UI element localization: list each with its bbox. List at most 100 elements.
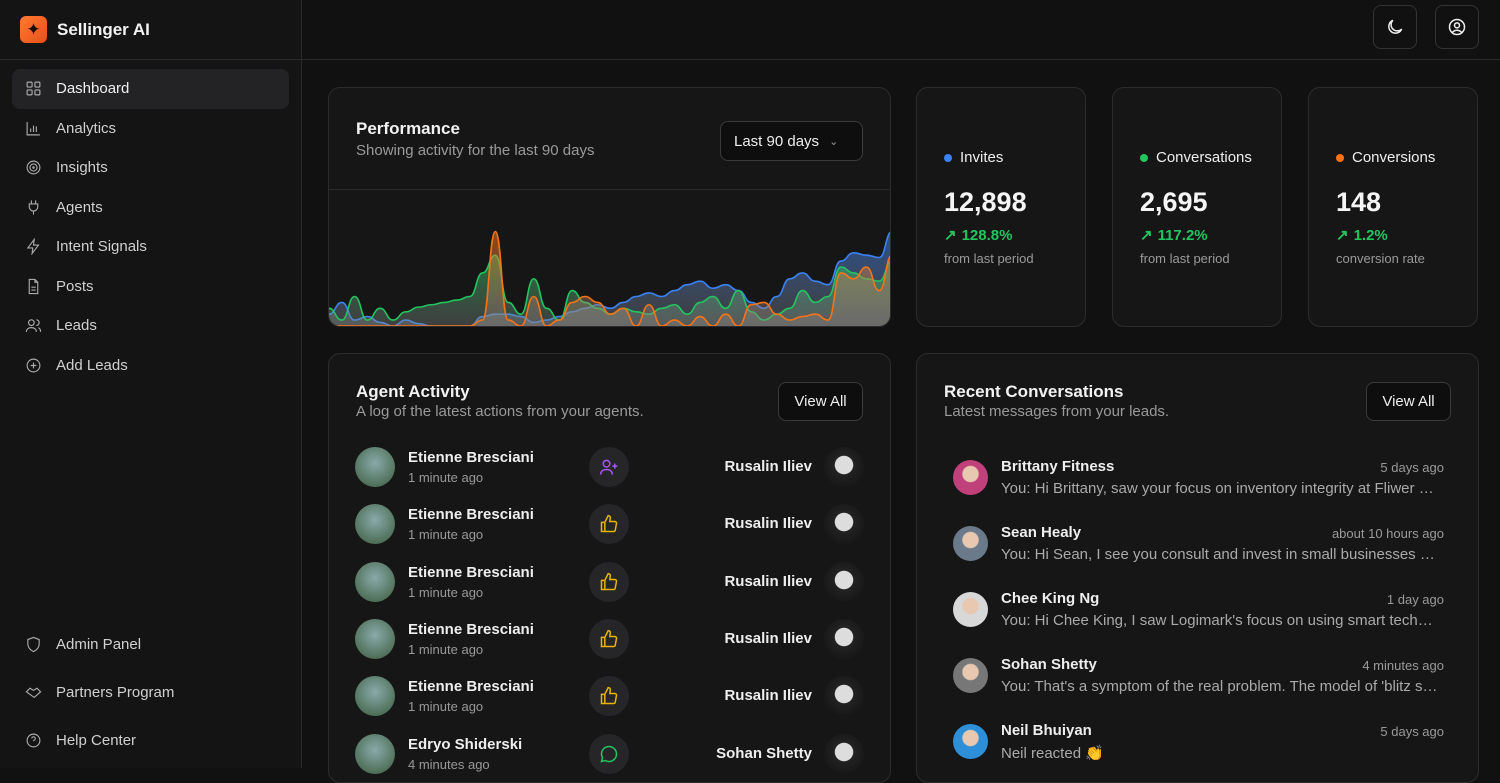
- sidebar-item-label: Intent Signals: [56, 238, 147, 256]
- brand[interactable]: ✦ Sellinger AI: [0, 0, 301, 60]
- recent-conversations-title: Recent Conversations: [944, 382, 1124, 401]
- agent-name: Edryo Shiderski: [408, 735, 523, 753]
- sidebar-item-label: Admin Panel: [56, 635, 142, 653]
- activity-time: 1 minute ago: [408, 699, 484, 715]
- activity-row[interactable]: Etienne Bresciani 1 minute ago Rusalin I…: [355, 561, 864, 602]
- message-time: about 10 hours ago: [1331, 526, 1444, 541]
- chevron-down-icon: ⌄: [829, 135, 839, 148]
- performance-card: Performance Showing activity for the las…: [328, 87, 891, 327]
- activity-row[interactable]: Etienne Bresciani 1 minute ago Rusalin I…: [355, 504, 864, 545]
- performance-chart: [329, 230, 890, 326]
- agent-avatar: [355, 618, 395, 659]
- sidebar-item-insights[interactable]: Insights: [12, 148, 289, 188]
- message-preview: You: Hi Brittany, saw your focus on inve…: [1001, 480, 1441, 497]
- sidebar-item-analytics[interactable]: Analytics: [12, 109, 289, 149]
- handshake-icon: [25, 687, 42, 698]
- conversation-row[interactable]: Sean Healy about 10 hours ago You: Hi Se…: [943, 524, 1452, 574]
- agent-name: Etienne Bresciani: [408, 506, 534, 524]
- activity-row[interactable]: Etienne Bresciani 1 minute ago Rusalin I…: [355, 618, 864, 659]
- performance-title: Performance: [356, 119, 460, 138]
- action-badge: [589, 676, 629, 717]
- sidebar-item-partners-program[interactable]: Partners Program: [12, 668, 289, 716]
- message-preview: Neil reacted 👏: [1001, 745, 1104, 762]
- sidebar-item-label: Partners Program: [56, 683, 175, 701]
- target-name: Rusalin Iliev: [724, 572, 812, 590]
- performance-subtitle: Showing activity for the last 90 days: [356, 142, 595, 159]
- thumbs-up-icon: [600, 572, 618, 590]
- activity-row[interactable]: Etienne Bresciani 1 minute ago Rusalin I…: [355, 447, 864, 487]
- lead-name: Sohan Shetty: [1001, 656, 1097, 673]
- legend-dot: [1336, 153, 1344, 162]
- recent-conversations-card: Recent Conversations Latest messages fro…: [916, 353, 1479, 783]
- message-preview: You: Hi Chee King, I saw Logimark's focu…: [1001, 612, 1441, 629]
- stat-note: from last period: [1140, 251, 1230, 266]
- conversation-row[interactable]: Neil Bhuiyan 5 days ago Neil reacted 👏: [943, 722, 1452, 772]
- series-area-2: [329, 231, 890, 326]
- sidebar-item-label: Insights: [56, 159, 108, 177]
- bar-chart-icon: [26, 121, 40, 136]
- conversation-row[interactable]: Brittany Fitness 5 days ago You: Hi Brit…: [943, 458, 1452, 508]
- sidebar-item-dashboard[interactable]: Dashboard: [12, 69, 289, 109]
- sidebar-item-label: Analytics: [56, 119, 117, 137]
- sidebar-item-posts[interactable]: Posts: [12, 267, 289, 307]
- target-avatar: [824, 676, 864, 717]
- target-avatar: [824, 561, 864, 602]
- activity-time: 1 minute ago: [408, 641, 484, 657]
- user-circle-icon: [1448, 18, 1466, 36]
- agent-avatar: [355, 733, 395, 774]
- lead-name: Chee King Ng: [1001, 590, 1100, 607]
- agent-activity-subtitle: A log of the latest actions from your ag…: [356, 403, 644, 420]
- message-time: 5 days ago: [1380, 460, 1444, 475]
- users-icon: [25, 319, 42, 333]
- stat-value: 12,898: [944, 187, 1027, 217]
- range-select[interactable]: Last 90 days ⌄: [720, 121, 863, 161]
- action-badge: [589, 733, 629, 774]
- stat-change: 117.2%: [1157, 226, 1208, 244]
- stat-change: 1.2%: [1353, 226, 1388, 244]
- agent-avatar: [355, 447, 395, 487]
- lead-name: Brittany Fitness: [1001, 458, 1115, 475]
- app-name: Sellinger AI: [57, 19, 150, 39]
- lead-avatar: [953, 460, 988, 495]
- sidebar-nav: Dashboard Analytics Insights Agents Intent S…: [0, 60, 301, 394]
- stat-label: Invites: [960, 149, 1004, 166]
- sidebar-item-agents[interactable]: Agents: [12, 188, 289, 228]
- stat-label: Conversions: [1352, 149, 1436, 166]
- trending-up-icon: ↗: [1140, 227, 1153, 244]
- activity-row[interactable]: Etienne Bresciani 1 minute ago Rusalin I…: [355, 676, 864, 717]
- sidebar-item-intent-signals[interactable]: Intent Signals: [12, 227, 289, 267]
- target-icon: [26, 160, 41, 175]
- agent-name: Etienne Bresciani: [408, 678, 534, 696]
- sidebar-item-label: Leads: [56, 317, 97, 335]
- agent-name: Etienne Bresciani: [408, 563, 534, 581]
- legend-dot: [1140, 153, 1148, 162]
- sidebar-item-leads[interactable]: Leads: [12, 306, 289, 346]
- document-icon: [28, 278, 39, 294]
- stat-card-conversions: Conversions 148 ↗ 1.2% conversion rate: [1308, 87, 1478, 327]
- conversation-row[interactable]: Sohan Shetty 4 minutes ago You: That's a…: [943, 656, 1452, 706]
- recent-conversations-subtitle: Latest messages from your leads.: [944, 403, 1170, 420]
- sidebar-bottom-nav: Admin Panel Partners Program Help Center: [12, 620, 289, 764]
- range-select-value: Last 90 days: [734, 132, 820, 150]
- legend-dot: [944, 153, 952, 162]
- account-button[interactable]: [1435, 5, 1479, 49]
- message-icon: [600, 745, 618, 763]
- agent-avatar: [355, 504, 395, 545]
- theme-toggle-button[interactable]: [1373, 5, 1417, 49]
- stat-change: 128.8%: [961, 226, 1013, 244]
- agent-avatar: [355, 676, 395, 717]
- sidebar-item-add-leads[interactable]: Add Leads: [12, 346, 289, 386]
- thumbs-up-icon: [600, 629, 618, 648]
- sidebar-item-help-center[interactable]: Help Center: [12, 716, 289, 764]
- lead-avatar: [953, 658, 988, 693]
- action-badge: [589, 618, 629, 659]
- agent-activity-view-all-button[interactable]: View All: [778, 382, 863, 421]
- activity-time: 1 minute ago: [408, 527, 484, 543]
- conversation-row[interactable]: Chee King Ng 1 day ago You: Hi Chee King…: [943, 590, 1452, 640]
- sidebar-item-label: Agents: [56, 198, 103, 216]
- sidebar-item-admin-panel[interactable]: Admin Panel: [12, 620, 289, 668]
- trending-up-icon: ↗: [944, 227, 957, 244]
- stat-card-conversations: Conversations 2,695 ↗ 117.2% from last pe…: [1112, 87, 1282, 327]
- action-badge: [589, 447, 629, 487]
- recent-conversations-view-all-button[interactable]: View All: [1366, 382, 1451, 421]
